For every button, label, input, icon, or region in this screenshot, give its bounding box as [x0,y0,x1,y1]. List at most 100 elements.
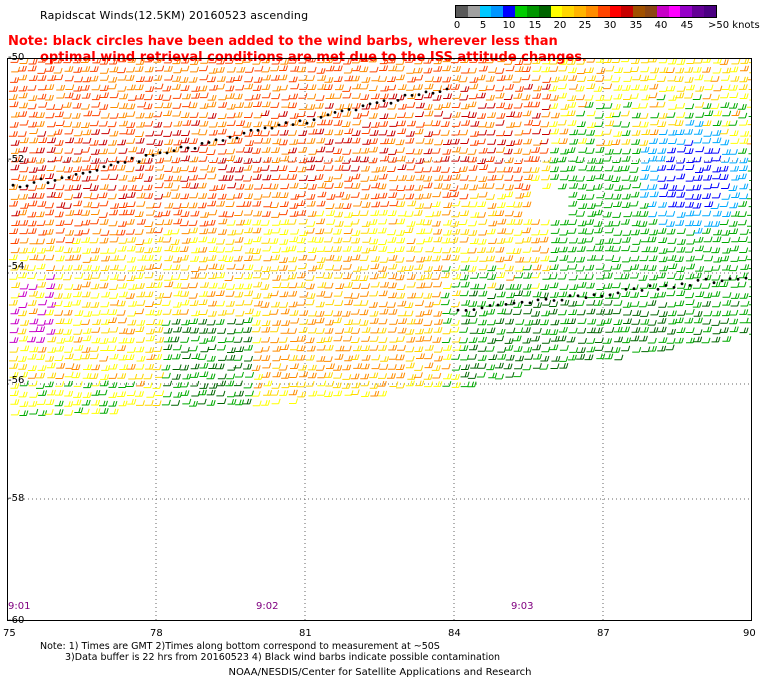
wind-barb [569,347,579,353]
wind-barb [595,173,605,180]
colorbar-swatch [668,6,681,17]
wind-barb [227,182,237,189]
wind-barb [217,121,227,128]
wind-barb [640,59,650,64]
wind-barb [596,140,606,146]
wind-barb [162,191,172,198]
wind-barb [262,137,272,144]
wind-barb [278,165,288,171]
wind-barb [81,281,91,288]
colorbar-swatch [645,6,657,17]
wind-barb [28,175,38,181]
wind-barb [576,309,586,316]
wind-barb [308,247,318,253]
wind-barb [548,273,558,280]
wind-barb [73,291,82,298]
wind-barb [179,381,189,388]
wind-barb [694,236,704,243]
wind-barb [233,75,243,81]
wind-barb [442,328,452,335]
wind-barb [297,335,306,342]
wind-barb [676,59,686,65]
colorbar-label: 45 [680,20,694,31]
wind-barb [207,200,217,207]
wind-barb [235,319,245,325]
flagged-marker [165,151,169,155]
wind-barb [181,319,191,326]
wind-barb [513,211,523,218]
wind-barb [451,246,461,253]
wind-barb [207,76,216,83]
wind-barb [244,76,254,83]
flagged-marker [568,294,572,297]
wind-barb [452,344,462,351]
wind-barb [351,173,361,180]
wind-barb [522,283,532,290]
wind-barb [539,363,549,370]
wind-barb [649,246,659,253]
wind-barb [290,65,300,72]
wind-barb [82,248,92,254]
wind-barb [145,301,155,307]
colorbar-label: 0 [453,20,461,31]
wind-barb [117,274,127,281]
flagged-marker [664,284,668,287]
wind-barb [611,220,621,227]
wind-barb [522,264,532,271]
wind-barb [647,265,657,271]
wind-barb [271,398,281,405]
wind-barb [684,193,694,200]
wind-barb [378,318,388,325]
wind-barb [117,264,127,271]
wind-barb [225,336,235,343]
wind-barb [37,84,47,91]
wind-barb [505,371,515,378]
wind-barb [524,83,533,90]
wind-barb [513,111,523,118]
wind-barb [458,219,468,225]
wind-barb [387,103,397,110]
wind-barb [676,266,686,272]
wind-barb [513,175,523,182]
wind-barb [425,76,434,82]
wind-barb [389,184,399,191]
wind-barb [549,282,559,289]
wind-barb [371,182,381,189]
wind-barb [621,236,631,243]
wind-barb [236,120,246,126]
wind-barb [540,355,550,362]
wind-barb [243,363,253,370]
time-label: 9:02 [256,601,279,612]
wind-barb [334,156,344,162]
wind-barb [343,67,353,74]
wind-barb [164,275,174,281]
wind-barb [143,373,153,380]
wind-barb [423,156,433,163]
wind-barb [452,146,461,153]
wind-barb [155,157,165,164]
wind-barb [288,389,298,396]
wind-barb [333,264,343,271]
wind-barb [739,236,748,242]
wind-barb [272,138,282,145]
wind-barb [523,308,533,315]
wind-barb [496,328,506,335]
wind-barb [125,337,135,344]
wind-barb [360,110,370,117]
wind-barb [722,299,732,306]
wind-barb [127,236,137,243]
wind-barb [343,256,353,262]
wind-barb [226,120,236,126]
wind-barb [20,203,30,209]
wind-barb [189,192,199,199]
wind-barb [226,103,236,110]
wind-barb [668,129,678,136]
wind-barb [378,239,388,245]
wind-barb [18,175,28,181]
wind-barb [307,211,317,217]
flagged-marker [389,101,393,105]
flagged-marker [624,287,628,291]
wind-barb [137,158,146,164]
wind-barb [477,363,487,369]
wind-barb [504,338,514,344]
